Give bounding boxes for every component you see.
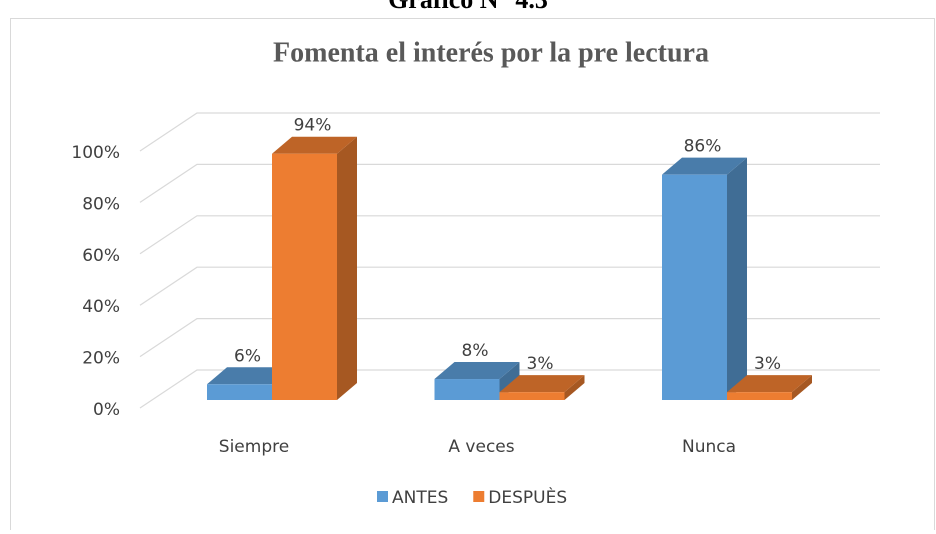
bar-top <box>434 362 520 380</box>
bar-top <box>499 375 585 393</box>
bar-top <box>207 367 292 385</box>
bar <box>662 174 727 400</box>
bar <box>207 384 272 400</box>
legend-swatch <box>473 491 485 502</box>
y-tick-label: 60% <box>82 246 120 266</box>
y-tick-label: 100% <box>71 143 120 163</box>
bar <box>434 379 500 400</box>
value-label: 3% <box>527 354 554 374</box>
legend-swatch <box>377 491 388 502</box>
value-label: 94% <box>294 116 332 136</box>
bar-top <box>662 157 747 175</box>
grid-line <box>139 369 880 409</box>
bar <box>499 392 565 400</box>
x-tick-label: Nunca <box>682 437 736 457</box>
grid-line <box>139 112 880 152</box>
y-tick-label: 20% <box>82 349 120 369</box>
legend-label: ANTES <box>392 488 448 508</box>
bar-side <box>337 136 357 400</box>
value-label: 86% <box>684 137 722 157</box>
value-label: 8% <box>462 341 489 361</box>
legend-label: DESPUÈS <box>488 486 567 508</box>
bar-side <box>727 157 747 400</box>
x-tick-label: A veces <box>448 437 514 457</box>
x-tick-label: Siempre <box>219 437 289 457</box>
grid-line <box>139 215 880 255</box>
y-tick-label: 80% <box>82 194 120 214</box>
bar-side <box>792 375 812 400</box>
chart-frame <box>10 18 935 534</box>
bar-top <box>727 375 812 393</box>
chart-title: Fomenta el interés por la pre lectura <box>273 37 709 68</box>
grid-line <box>139 163 880 203</box>
bar-side <box>564 375 585 400</box>
bar-top <box>272 136 357 154</box>
y-tick-label: 0% <box>93 400 120 420</box>
grid-line <box>139 318 880 358</box>
heading: Gráfico N° 4.3 <box>388 0 548 14</box>
bar <box>272 153 337 400</box>
grid-line <box>139 266 880 306</box>
y-tick-label: 40% <box>82 297 120 317</box>
value-label: 6% <box>234 346 261 366</box>
value-label: 3% <box>754 354 781 374</box>
bar <box>727 392 792 400</box>
